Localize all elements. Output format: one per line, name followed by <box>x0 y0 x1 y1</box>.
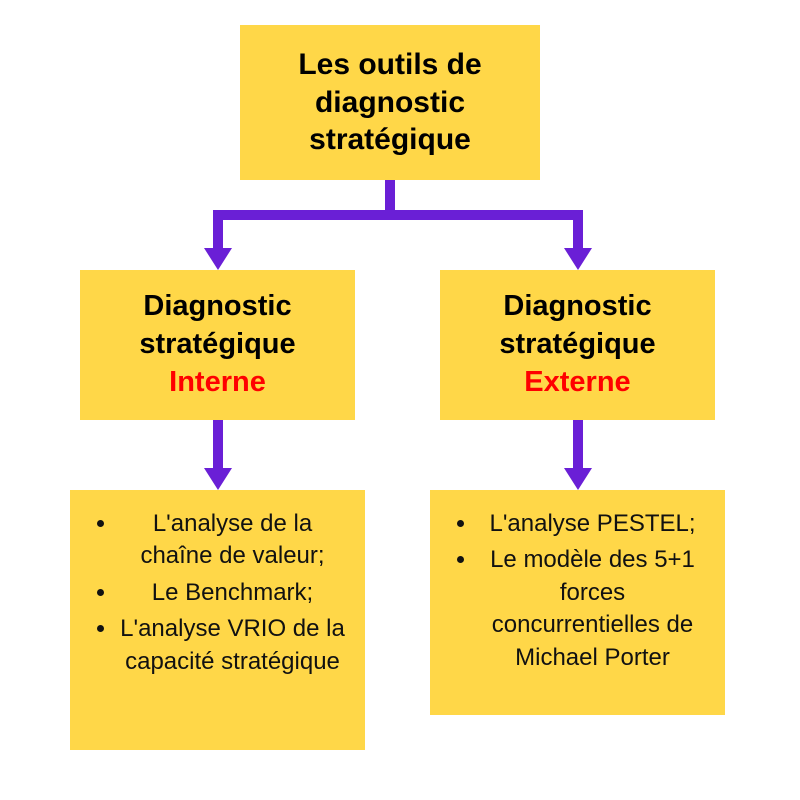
root-line1: Les outils de <box>298 46 481 84</box>
left-list-box: L'analyse de la chaîne de valeur; Le Ben… <box>70 490 365 750</box>
left-category-box: Diagnostic stratégique Interne <box>80 270 355 420</box>
root-line3: stratégique <box>309 121 471 159</box>
left-line2: stratégique <box>139 326 295 364</box>
right-list: L'analyse PESTEL; Le modèle des 5+1 forc… <box>438 508 707 678</box>
list-item: Le Benchmark; <box>118 577 347 609</box>
list-item: Le modèle des 5+1 forces concurrentielle… <box>478 544 707 674</box>
list-item: L'analyse PESTEL; <box>478 508 707 540</box>
list-item: L'analyse de la chaîne de valeur; <box>118 508 347 573</box>
right-category-box: Diagnostic stratégique Externe <box>440 270 715 420</box>
root-title-box: Les outils de diagnostic stratégique <box>240 25 540 180</box>
left-list: L'analyse de la chaîne de valeur; Le Ben… <box>78 508 347 682</box>
left-accent: Interne <box>169 364 266 402</box>
right-line2: stratégique <box>499 326 655 364</box>
list-item: L'analyse VRIO de la capacité stratégiqu… <box>118 613 347 678</box>
right-list-box: L'analyse PESTEL; Le modèle des 5+1 forc… <box>430 490 725 715</box>
right-line1: Diagnostic <box>503 288 651 326</box>
right-accent: Externe <box>524 364 630 402</box>
root-line2: diagnostic <box>315 84 465 122</box>
left-line1: Diagnostic <box>143 288 291 326</box>
